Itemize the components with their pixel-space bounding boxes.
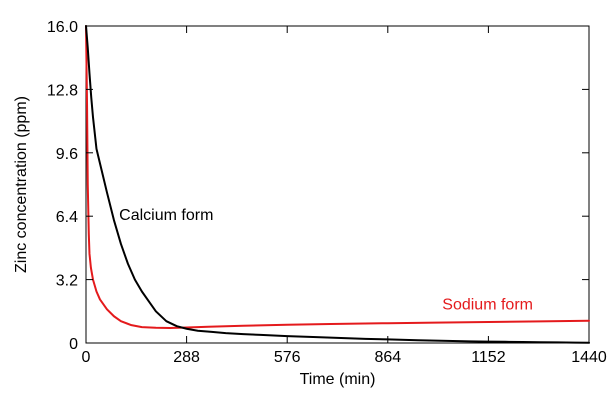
series-group [85, 25, 590, 344]
y-tick-label: 9.6 [56, 146, 78, 163]
y-tick-label: 16.0 [47, 19, 78, 36]
x-tick-label: 288 [173, 349, 200, 366]
x-tick-label: 576 [274, 349, 301, 366]
series-line-sodium-form [85, 25, 590, 329]
labels-group: Time (min) Zinc concentration (ppm) [13, 96, 375, 388]
y-tick-label: 6.4 [56, 209, 78, 226]
y-tick-label: 3.2 [56, 273, 78, 290]
series-annotation: Calcium form [119, 207, 213, 224]
series-line-calcium-form [85, 25, 590, 344]
y-tick-label: 0 [69, 336, 78, 353]
y-axis-label: Zinc concentration (ppm) [13, 96, 30, 273]
y-tick-label: 12.8 [47, 82, 78, 99]
plot-frame [85, 25, 590, 344]
x-axis-label: Time (min) [300, 371, 376, 388]
series-annotation: Sodium form [442, 296, 533, 313]
ticks-group: 0 288 576 864 1152 1440 0 3.2 6.4 9.6 12.8 16.0 [47, 19, 607, 366]
x-tick-label: 864 [374, 349, 401, 366]
x-tick-label: 0 [82, 349, 91, 366]
x-tick-label: 1440 [571, 349, 607, 366]
plot-frame-group [85, 25, 590, 344]
annotations-group: Calcium form Sodium form [119, 207, 533, 313]
x-tick-label: 1152 [471, 349, 506, 366]
